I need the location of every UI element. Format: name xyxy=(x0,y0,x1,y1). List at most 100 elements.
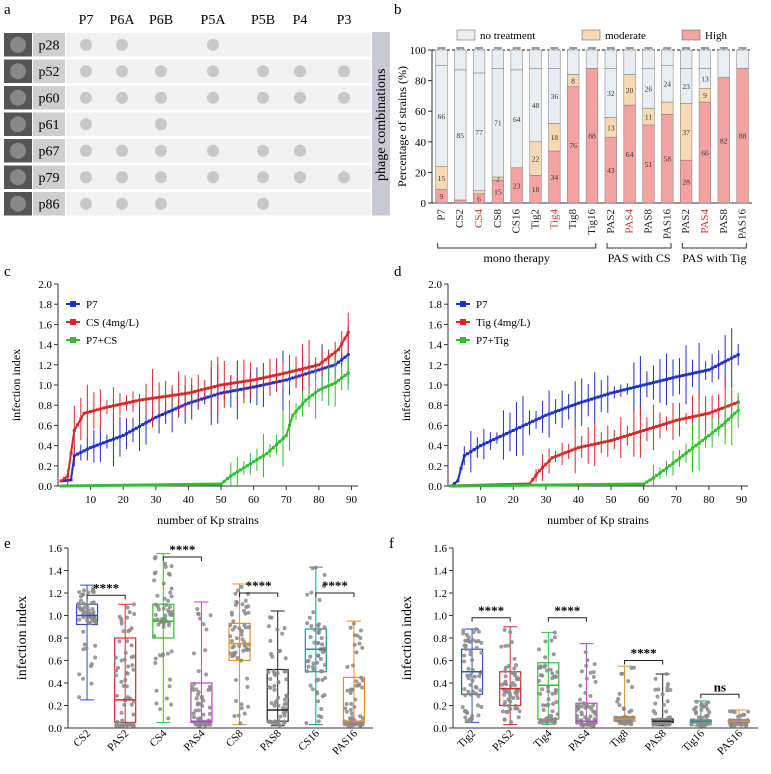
data-point xyxy=(606,439,610,443)
data-point xyxy=(589,483,593,487)
data-point xyxy=(164,411,168,415)
legend-label: P7+CS xyxy=(86,335,117,347)
data-point xyxy=(274,443,278,447)
data-point xyxy=(69,478,73,482)
legend-marker xyxy=(70,301,76,307)
strain-point xyxy=(305,621,310,626)
data-point xyxy=(314,391,318,395)
phage-dot xyxy=(80,91,92,104)
strain-point xyxy=(627,720,632,725)
data-point xyxy=(723,420,727,424)
strain-point xyxy=(550,691,555,696)
data-point xyxy=(609,482,613,486)
data-point xyxy=(694,414,698,418)
phage-dot xyxy=(294,65,306,78)
data-point xyxy=(265,375,269,379)
data-point xyxy=(63,476,67,480)
data-point xyxy=(72,454,76,458)
data-point xyxy=(593,442,597,446)
data-point xyxy=(154,483,158,487)
strain-point xyxy=(689,721,694,726)
strain-point xyxy=(93,655,98,660)
bar-segment xyxy=(604,49,617,69)
strain-point xyxy=(579,710,584,715)
data-point xyxy=(635,482,639,486)
strain-point xyxy=(355,633,360,638)
data-point xyxy=(554,454,558,458)
y-tick-label: 0.6 xyxy=(48,656,62,668)
data-point xyxy=(336,378,340,382)
bar-value-label: 11 xyxy=(645,113,652,122)
significance-label: **** xyxy=(631,646,657,661)
strain-point xyxy=(546,689,551,694)
data-point xyxy=(235,380,239,384)
strain-point xyxy=(475,703,480,708)
strain-point xyxy=(123,678,128,683)
strain-point xyxy=(355,721,360,726)
legend-label: P7+Tig xyxy=(476,335,509,347)
data-point xyxy=(271,381,275,385)
data-point xyxy=(674,459,678,463)
data-point xyxy=(622,388,626,392)
strain-point xyxy=(306,664,311,669)
data-point xyxy=(151,396,155,400)
phage-dot xyxy=(257,171,269,184)
legend-marker xyxy=(70,319,76,325)
data-point xyxy=(85,410,89,414)
strain-point xyxy=(93,617,98,622)
strain-point xyxy=(704,701,709,706)
data-point xyxy=(544,413,548,417)
strain-point xyxy=(591,709,596,714)
strain-point xyxy=(541,707,546,712)
data-point xyxy=(330,382,334,386)
data-point xyxy=(466,452,470,456)
data-point xyxy=(340,376,344,380)
phage-dot xyxy=(155,171,167,184)
data-point xyxy=(167,394,171,398)
strain-point xyxy=(152,578,157,583)
data-point xyxy=(229,381,233,385)
strain-point xyxy=(311,610,316,615)
legend-label: CS (4mg/L) xyxy=(86,317,139,329)
strain-point xyxy=(282,710,287,715)
strain-point xyxy=(280,631,285,636)
strain-point xyxy=(464,719,469,724)
data-point xyxy=(459,484,463,488)
panel-e-box-plot: e 0.0 0.2 0.4 0.6 0.8 1.0 1.2 1.4 1.6 infection in… xyxy=(4,536,373,757)
bar-segment xyxy=(623,49,636,75)
data-point xyxy=(678,418,682,422)
bar-segment xyxy=(472,49,486,74)
data-point xyxy=(258,384,262,388)
data-point xyxy=(102,483,106,487)
strain-point xyxy=(323,676,328,681)
strain-point xyxy=(320,678,325,683)
group-bracket xyxy=(681,243,747,249)
data-point xyxy=(255,377,259,381)
data-point xyxy=(281,372,285,376)
strain-point xyxy=(239,632,244,637)
strain-point xyxy=(541,703,546,708)
strain-point xyxy=(510,681,515,686)
strain-point xyxy=(273,700,278,705)
strain-point xyxy=(77,695,82,700)
strain-point xyxy=(207,711,212,716)
phage-dot xyxy=(294,91,306,104)
bar-value-label: 15 xyxy=(438,174,446,183)
data-point xyxy=(196,389,200,393)
data-point xyxy=(79,417,83,421)
data-point xyxy=(612,438,616,442)
data-point xyxy=(144,397,148,401)
strain-point xyxy=(660,692,665,697)
data-point xyxy=(488,484,492,488)
data-point xyxy=(658,471,662,475)
strain-point xyxy=(667,722,672,727)
x-tick-label: 60 xyxy=(248,494,260,506)
data-point xyxy=(472,484,476,488)
data-point xyxy=(157,395,161,399)
panel-c-line-chart: c 0.0 0.2 0.4 0.6 0.8 1.0 1.2 1.4 1.6 1.8 2.0 10 20 30… xyxy=(4,264,358,527)
panel-letter-a: a xyxy=(4,2,11,18)
data-point xyxy=(288,423,292,427)
data-point xyxy=(82,484,86,488)
data-point xyxy=(248,378,252,382)
data-point xyxy=(462,484,466,488)
